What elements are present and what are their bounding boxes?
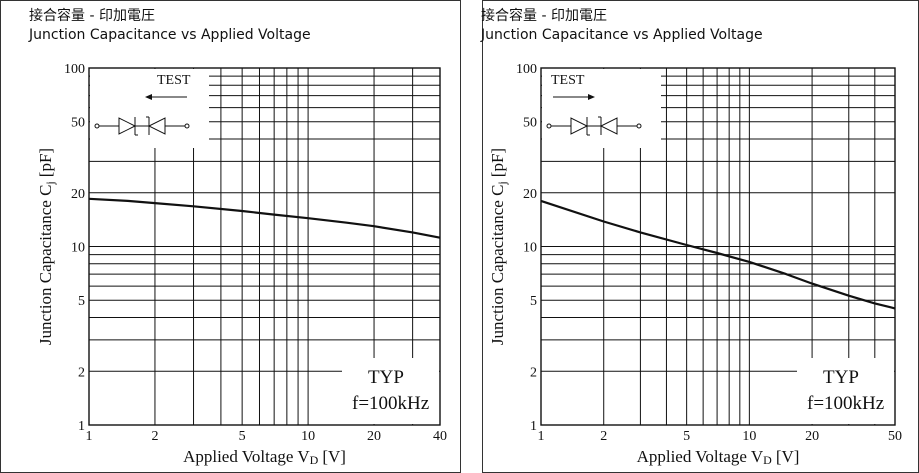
x-tick-label: 1: [538, 429, 545, 444]
x-axis-label-text: Applied Voltage V: [183, 447, 310, 466]
x-tick-label: 2: [600, 429, 607, 444]
terminal-right-icon: [184, 123, 190, 129]
y-tick-label: 100: [64, 62, 85, 77]
x-tick-label: 1: [86, 429, 93, 444]
y-tick-label: 10: [71, 241, 85, 256]
annotation-bg: [797, 358, 894, 424]
y-tick-label: 5: [78, 294, 85, 309]
diode-1-icon: [570, 117, 589, 135]
x-tick-label: 10: [301, 429, 315, 444]
x-tick-label: 40: [433, 429, 447, 444]
x-tick-label: 10: [742, 429, 756, 444]
y-axis-label-subscript: j: [495, 181, 509, 185]
annotation-typ: TYP: [368, 367, 404, 388]
diode-1-icon: [118, 117, 137, 135]
chart-title: Junction Capacitance vs Applied Voltage: [480, 27, 763, 43]
x-tick-label: 5: [239, 429, 246, 444]
y-axis-label-unit: [pF]: [36, 148, 55, 177]
y-tick-label: 1: [530, 419, 537, 434]
chart-title: Junction Capacitance vs Applied Voltage: [28, 27, 311, 43]
x-axis-label: Applied Voltage VD [V]: [637, 447, 800, 467]
chart-panel-2: 接合容量 - 印加電圧 Junction Capacitance vs Appli…: [480, 7, 902, 467]
terminal-right-icon: [636, 123, 642, 129]
y-tick-label: 2: [78, 365, 85, 380]
x-axis-label-unit: [V]: [322, 447, 346, 466]
x-tick-label: 5: [683, 429, 690, 444]
annotation-frequency: f=100kHz: [352, 393, 429, 414]
panel-gap: [460, 0, 482, 473]
y-tick-label: 100: [516, 62, 537, 77]
y-tick-label: 50: [523, 116, 537, 131]
x-axis-label: Applied Voltage VD [V]: [183, 447, 346, 467]
y-tick-label: 1: [78, 419, 85, 434]
chart-title-jp: 接合容量 - 印加電圧: [29, 7, 155, 24]
diode-pair-icon: [546, 116, 642, 136]
y-tick-label: 10: [523, 241, 537, 256]
y-axis-label-text: Junction Capacitance C: [488, 185, 507, 346]
series-line: [88, 197, 441, 239]
grid-lines: [89, 68, 440, 425]
y-axis-label: Junction Capacitance Cj [pF]: [36, 148, 57, 345]
x-axis-label-subscript: D: [310, 453, 319, 467]
test-inset-bg: [90, 69, 209, 148]
y-tick-label: 20: [523, 187, 537, 202]
test-label: TEST: [157, 73, 191, 88]
annotation-typ: TYP: [823, 367, 859, 388]
y-axis-label-unit: [pF]: [488, 148, 507, 177]
annotation-bg: [342, 358, 439, 424]
x-tick-label: 2: [151, 429, 158, 444]
annotation-frequency: f=100kHz: [807, 393, 884, 414]
y-tick-label: 5: [530, 294, 537, 309]
y-tick-label: 20: [71, 187, 85, 202]
y-tick-label: 2: [530, 365, 537, 380]
y-axis-label-text: Junction Capacitance C: [36, 185, 55, 346]
test-arrow-head: [588, 94, 595, 100]
y-axis-label-subscript: j: [43, 181, 57, 185]
series-line: [540, 199, 896, 310]
test-label: TEST: [551, 73, 585, 88]
chart-panel-1: 接合容量 - 印加電圧 Junction Capacitance vs Appli…: [28, 7, 447, 467]
y-axis-label: Junction Capacitance Cj [pF]: [488, 148, 509, 345]
test-arrow-head: [145, 94, 152, 100]
plot-area: [540, 67, 896, 426]
x-tick-label: 50: [888, 429, 902, 444]
plot-area: [88, 67, 441, 426]
x-tick-label: 20: [367, 429, 381, 444]
x-axis-label-unit: [V]: [776, 447, 800, 466]
x-axis-label-text: Applied Voltage V: [637, 447, 764, 466]
diode-pair-icon: [94, 116, 190, 136]
x-axis-label-subscript: D: [763, 453, 772, 467]
y-tick-label: 50: [71, 116, 85, 131]
x-tick-label: 20: [805, 429, 819, 444]
chart-title-jp: 接合容量 - 印加電圧: [481, 7, 607, 24]
